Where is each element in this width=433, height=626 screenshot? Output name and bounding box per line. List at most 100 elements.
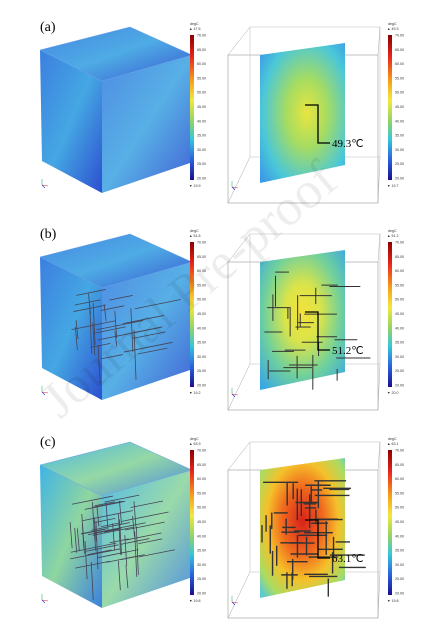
rod <box>125 565 129 589</box>
rod <box>134 299 181 310</box>
rod <box>114 330 118 347</box>
rod <box>122 315 164 324</box>
rod <box>76 528 80 552</box>
rod <box>133 501 137 528</box>
rod <box>124 521 165 531</box>
colorbar-tick: 30.00 <box>395 148 404 152</box>
colorbar-tick: 60.00 <box>197 477 206 481</box>
colorbar-unit: degC <box>388 437 397 441</box>
rod <box>130 308 134 353</box>
axis-triad <box>41 184 49 187</box>
colorbar-tick: 60.00 <box>197 269 206 273</box>
cube-left <box>40 257 102 400</box>
cube-left <box>40 50 102 193</box>
colorbar-min: ▼ 19.9 <box>189 184 201 188</box>
colorbar-tick: 55.00 <box>395 76 404 80</box>
rod <box>90 561 94 601</box>
colorbar-tick: 30.00 <box>395 355 404 359</box>
panel-label: (c) <box>40 435 56 450</box>
colorbar-tick: 40.00 <box>395 326 404 330</box>
colorbar-tick: 30.00 <box>197 355 206 359</box>
colorbar-tick: 35.00 <box>197 134 206 138</box>
box-edge <box>227 26 251 56</box>
box-edge <box>227 233 251 263</box>
rod <box>86 544 119 552</box>
rod <box>70 548 121 560</box>
colorbar-unit: degC <box>190 229 199 233</box>
rod <box>104 494 140 503</box>
cube-right <box>102 262 192 400</box>
colorbar-tick: 45.00 <box>395 105 404 109</box>
colorbar-unit: degC <box>388 22 397 26</box>
colorbar-tick: 60.00 <box>395 62 404 66</box>
colorbar-tick: 20.00 <box>395 177 404 181</box>
box-edge <box>227 156 251 204</box>
rod <box>133 330 137 380</box>
box-edge <box>377 363 381 411</box>
rod <box>134 531 138 577</box>
colorbar-min: ▼ 19.8 <box>387 599 399 603</box>
rod <box>71 320 116 330</box>
rod <box>109 294 133 301</box>
rod <box>137 347 168 355</box>
colorbar-tick: 55.00 <box>197 76 206 80</box>
colorbar-tick: 65.00 <box>197 255 206 259</box>
colorbar-max: ▲ 63.9 <box>189 442 201 446</box>
slice-plane <box>260 458 345 598</box>
rod <box>87 527 122 536</box>
colorbar-tick: 20.00 <box>395 592 404 596</box>
colorbar <box>388 242 392 387</box>
rod <box>105 502 109 532</box>
rod <box>75 320 79 340</box>
rod <box>69 522 73 549</box>
colorbar-tick: 50.00 <box>395 506 404 510</box>
axis-triad <box>231 601 239 604</box>
colorbar-tick: 35.00 <box>395 341 404 345</box>
colorbar-min: ▼ 19.8 <box>189 599 201 603</box>
colorbar-tick: 50.00 <box>197 91 206 95</box>
rod <box>96 320 144 331</box>
annotation: 49.3℃ <box>332 138 364 150</box>
axis-triad <box>41 391 49 394</box>
colorbar-tick: 70.00 <box>197 241 206 245</box>
axis-triad <box>231 393 236 398</box>
cube-right <box>102 55 192 193</box>
rod <box>97 549 139 559</box>
rod <box>84 500 126 510</box>
colorbar-tick: 70.00 <box>395 34 404 38</box>
colorbar-tick: 25.00 <box>395 577 404 581</box>
rod <box>109 538 129 544</box>
rod <box>97 345 101 383</box>
colorbar-max: ▲ 51.6 <box>189 234 201 238</box>
colorbar-tick: 25.00 <box>197 369 206 373</box>
rod <box>95 520 99 570</box>
colorbar-max: ▲ 63.1 <box>387 442 399 446</box>
box-edge <box>377 571 381 619</box>
rod <box>135 526 139 575</box>
colorbar-tick: 55.00 <box>197 491 206 495</box>
annotation: 51.2℃ <box>332 345 364 357</box>
box-edge <box>377 156 381 204</box>
colorbar-tick: 25.00 <box>197 577 206 581</box>
panel-label: (a) <box>40 20 56 35</box>
colorbar-min: ▼ 19.2 <box>189 391 201 395</box>
box-edge <box>377 441 381 471</box>
slice-plane <box>260 43 345 183</box>
colorbar-tick: 60.00 <box>197 62 206 66</box>
colorbar-tick: 70.00 <box>197 34 206 38</box>
axis-triad <box>231 186 236 191</box>
colorbar-tick: 30.00 <box>395 563 404 567</box>
rod <box>117 560 121 591</box>
rod <box>92 322 96 356</box>
axis-triad <box>41 599 49 602</box>
colorbar-tick: 70.00 <box>395 241 404 245</box>
rod <box>138 549 175 558</box>
colorbar-min: ▼ 19.7 <box>387 184 399 188</box>
rod <box>92 526 135 536</box>
rod <box>92 500 123 508</box>
axis-triad <box>41 184 46 189</box>
rod <box>118 514 121 555</box>
rod <box>92 302 96 345</box>
